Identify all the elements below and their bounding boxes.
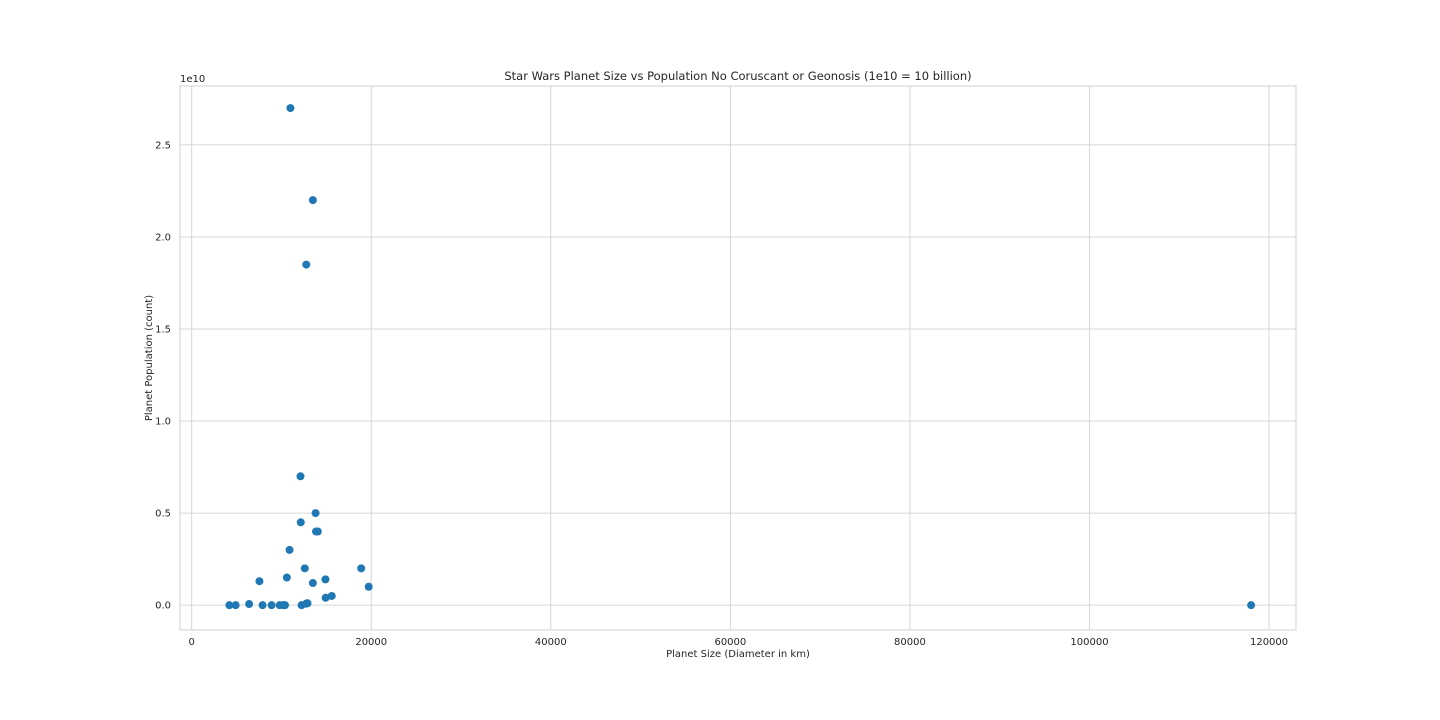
data-point: [296, 472, 305, 481]
y-axis-label: Planet Population (count): [144, 295, 155, 421]
x-tick-label: 100000: [1070, 637, 1108, 648]
y-tick-label: 1.5: [155, 325, 171, 336]
y-tick-label: 1.0: [155, 417, 171, 428]
plot-area: [179, 85, 1297, 631]
data-point: [321, 593, 330, 602]
data-point: [1247, 601, 1256, 610]
data-point: [311, 509, 320, 518]
data-point: [327, 591, 336, 600]
data-point: [258, 601, 267, 610]
data-point: [308, 196, 317, 205]
x-tick-label: 0: [188, 637, 194, 648]
x-tick-labels: 0 20000 40000 60000 80000 100000 120000: [188, 637, 1288, 648]
data-point: [245, 600, 254, 609]
data-point: [313, 527, 322, 536]
data-point: [308, 579, 317, 588]
data-point: [296, 518, 305, 527]
data-point: [285, 545, 294, 554]
data-point: [300, 564, 309, 573]
x-tick-label: 80000: [894, 637, 926, 648]
x-tick-label: 40000: [535, 637, 567, 648]
x-axis-label: Planet Size (Diameter in km): [666, 649, 810, 660]
y-tick-label: 0.5: [155, 509, 171, 520]
data-point: [267, 601, 276, 610]
y-tick-label: 0.0: [155, 601, 171, 612]
data-point: [282, 573, 291, 582]
x-tick-label: 20000: [355, 637, 387, 648]
y-tick-labels: 0.0 0.5 1.0 1.5 2.0 2.5: [155, 140, 171, 611]
data-point: [255, 577, 264, 586]
data-point: [357, 564, 366, 573]
data-point: [302, 260, 311, 269]
x-tick-label: 60000: [714, 637, 746, 648]
x-tick-label: 120000: [1250, 637, 1288, 648]
data-point: [231, 601, 240, 610]
y-offset-label: 1e10: [180, 74, 205, 85]
y-tick-label: 2.5: [155, 140, 171, 151]
data-points: [225, 104, 1256, 610]
data-point: [321, 575, 330, 584]
chart-title: Star Wars Planet Size vs Population No C…: [504, 69, 971, 83]
data-point: [286, 104, 295, 113]
grid-lines: [180, 86, 1296, 630]
data-point: [297, 601, 306, 610]
data-point: [225, 601, 234, 610]
y-tick-label: 2.0: [155, 232, 171, 243]
data-point: [281, 601, 290, 610]
data-point: [364, 582, 373, 591]
